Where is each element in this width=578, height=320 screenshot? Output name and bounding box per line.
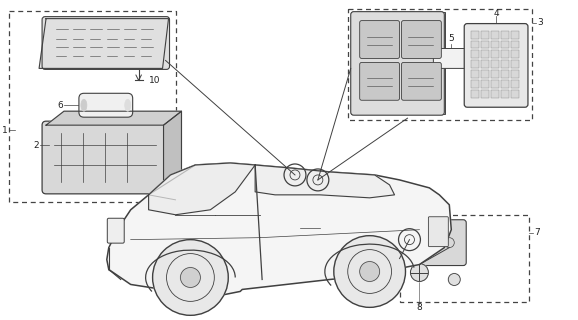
FancyBboxPatch shape: [351, 12, 444, 115]
Bar: [501, 90, 509, 98]
Text: 6: 6: [57, 101, 63, 110]
FancyBboxPatch shape: [464, 24, 528, 107]
FancyBboxPatch shape: [402, 62, 442, 100]
Bar: [501, 70, 509, 78]
Bar: [501, 41, 509, 49]
FancyBboxPatch shape: [108, 218, 124, 243]
Text: 10: 10: [149, 76, 160, 85]
Bar: [351, 12, 445, 114]
Bar: [481, 60, 489, 68]
Bar: [511, 80, 519, 88]
Bar: [491, 90, 499, 98]
Text: 4: 4: [493, 9, 499, 18]
FancyBboxPatch shape: [434, 49, 469, 68]
Bar: [348, 9, 532, 120]
Circle shape: [410, 264, 428, 282]
Bar: [471, 60, 479, 68]
Circle shape: [334, 236, 406, 307]
Bar: [399, 215, 529, 302]
Bar: [511, 31, 519, 38]
Bar: [9, 11, 176, 202]
Bar: [471, 80, 479, 88]
FancyBboxPatch shape: [42, 121, 168, 194]
Ellipse shape: [125, 99, 131, 111]
Bar: [471, 41, 479, 49]
Bar: [501, 60, 509, 68]
Bar: [491, 80, 499, 88]
Bar: [491, 70, 499, 78]
Bar: [491, 51, 499, 59]
Circle shape: [360, 261, 380, 282]
Bar: [501, 80, 509, 88]
Circle shape: [425, 239, 434, 247]
Text: 8: 8: [417, 303, 423, 312]
Bar: [481, 41, 489, 49]
Circle shape: [153, 240, 228, 315]
Polygon shape: [39, 19, 169, 68]
Bar: [471, 31, 479, 38]
Text: 3: 3: [537, 18, 543, 27]
Text: 1: 1: [2, 126, 8, 135]
Bar: [471, 70, 479, 78]
Text: 9: 9: [405, 214, 410, 223]
Bar: [511, 90, 519, 98]
FancyBboxPatch shape: [360, 20, 399, 59]
FancyBboxPatch shape: [42, 17, 169, 69]
Circle shape: [180, 268, 201, 287]
Polygon shape: [46, 111, 181, 125]
FancyBboxPatch shape: [360, 62, 399, 100]
Bar: [501, 51, 509, 59]
FancyBboxPatch shape: [402, 20, 442, 59]
Bar: [511, 70, 519, 78]
Bar: [481, 31, 489, 38]
FancyBboxPatch shape: [428, 217, 449, 247]
Polygon shape: [255, 165, 395, 198]
Bar: [481, 80, 489, 88]
FancyBboxPatch shape: [79, 93, 133, 117]
Bar: [511, 60, 519, 68]
Text: 5: 5: [449, 34, 454, 43]
Text: 7: 7: [534, 228, 540, 237]
Bar: [491, 60, 499, 68]
Bar: [481, 51, 489, 59]
Bar: [511, 41, 519, 49]
Text: 2: 2: [34, 140, 39, 149]
Bar: [511, 51, 519, 59]
Bar: [471, 90, 479, 98]
Bar: [481, 70, 489, 78]
Polygon shape: [164, 111, 181, 190]
Bar: [481, 90, 489, 98]
Bar: [501, 31, 509, 38]
Polygon shape: [107, 163, 451, 294]
Circle shape: [449, 274, 460, 285]
Bar: [491, 31, 499, 38]
Bar: [491, 41, 499, 49]
Polygon shape: [149, 163, 255, 215]
Ellipse shape: [81, 99, 87, 111]
FancyBboxPatch shape: [409, 220, 466, 266]
Bar: [471, 51, 479, 59]
